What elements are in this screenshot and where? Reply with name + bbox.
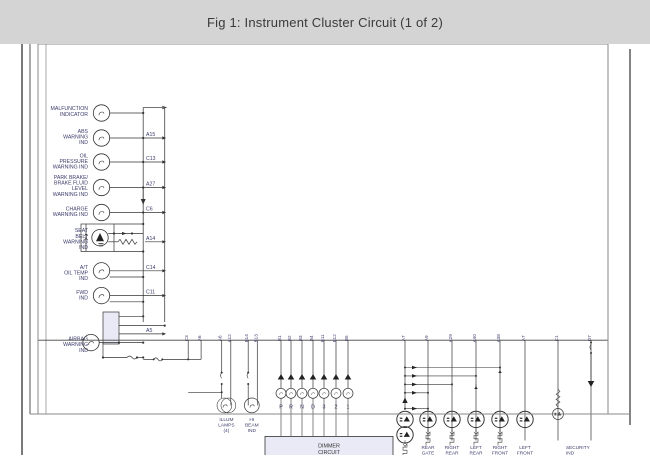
svg-text:IND: IND	[566, 451, 575, 456]
svg-text:IND: IND	[79, 140, 88, 146]
svg-text:A7: A7	[521, 335, 526, 341]
svg-text:IND: IND	[79, 295, 88, 301]
svg-text:C6: C6	[146, 207, 153, 213]
svg-text:CIRCUIT: CIRCUIT	[318, 450, 341, 455]
svg-text:DIMMER: DIMMER	[318, 444, 340, 450]
svg-text:LEFT: LEFT	[519, 445, 531, 450]
svg-text:B14: B14	[244, 334, 249, 343]
svg-text:GATE: GATE	[422, 451, 434, 456]
svg-text:FRONT: FRONT	[492, 451, 508, 456]
svg-text:A6: A6	[197, 335, 202, 341]
svg-text:A9: A9	[424, 335, 429, 341]
svg-text:BEAM: BEAM	[245, 423, 259, 429]
svg-text:IND: IND	[248, 428, 257, 434]
svg-text:B13: B13	[253, 334, 258, 343]
svg-text:C14: C14	[146, 265, 156, 271]
svg-text:LEFT: LEFT	[470, 445, 482, 450]
svg-text:IND: IND	[79, 348, 88, 354]
svg-text:A27: A27	[146, 182, 155, 188]
svg-text:A7: A7	[401, 335, 406, 341]
svg-text:B12: B12	[332, 334, 337, 343]
svg-text:C1: C1	[554, 335, 559, 341]
svg-text:C13: C13	[146, 156, 156, 162]
svg-text:LAMPS: LAMPS	[218, 423, 234, 429]
svg-text:A15: A15	[146, 132, 155, 138]
svg-text:B3: B3	[298, 335, 303, 341]
svg-text:B11: B11	[320, 334, 325, 342]
svg-text:ILLUM: ILLUM	[219, 417, 233, 423]
svg-text:REAR: REAR	[469, 451, 483, 456]
svg-text:B4: B4	[309, 335, 314, 341]
svg-text:REAR: REAR	[421, 445, 435, 450]
svg-text:D7: D7	[587, 335, 592, 341]
svg-text:(4): (4)	[223, 428, 229, 434]
svg-text:WARNING IND: WARNING IND	[53, 192, 89, 198]
svg-text:RIGHT: RIGHT	[445, 445, 460, 450]
svg-text:IND: IND	[79, 276, 88, 282]
svg-text:A40: A40	[472, 334, 477, 343]
svg-text:A6: A6	[218, 335, 223, 341]
svg-text:WARNING IND: WARNING IND	[53, 165, 89, 171]
svg-text:INDICATOR: INDICATOR	[60, 112, 88, 118]
svg-text:C3: C3	[184, 335, 189, 341]
svg-text:FRONT: FRONT	[517, 451, 533, 456]
svg-text:SECURITY: SECURITY	[566, 445, 591, 450]
svg-text:A5: A5	[146, 328, 152, 334]
svg-text:HI: HI	[249, 417, 254, 423]
svg-text:REAR: REAR	[445, 451, 459, 456]
svg-text:A38: A38	[496, 334, 501, 343]
svg-text:RIGHT: RIGHT	[493, 445, 508, 450]
svg-text:B5: B5	[344, 335, 349, 341]
svg-text:B1: B1	[277, 335, 282, 341]
svg-text:IND: IND	[79, 245, 88, 251]
svg-text:A12: A12	[227, 334, 232, 343]
svg-text:WARNING IND: WARNING IND	[53, 212, 89, 218]
svg-text:A14: A14	[146, 236, 155, 242]
svg-text:B2: B2	[287, 335, 292, 341]
svg-text:C11: C11	[146, 290, 155, 296]
svg-text:A29: A29	[448, 334, 453, 343]
